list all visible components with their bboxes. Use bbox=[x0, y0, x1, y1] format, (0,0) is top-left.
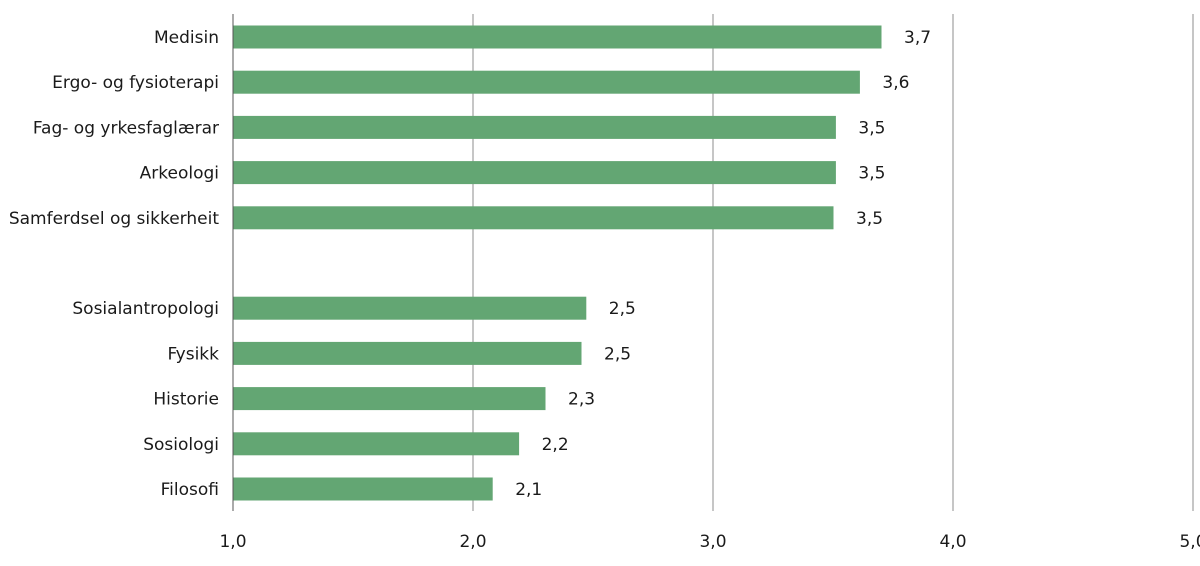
category-label: Arkeologi bbox=[140, 164, 219, 184]
category-label: Fysikk bbox=[167, 344, 219, 364]
data-label: 3,5 bbox=[856, 209, 883, 229]
bar bbox=[233, 477, 493, 501]
bar bbox=[233, 206, 834, 230]
x-tick-label: 5,0 bbox=[1179, 532, 1200, 552]
category-label: Filosofi bbox=[161, 480, 219, 500]
x-tick-label: 1,0 bbox=[219, 532, 246, 552]
bar bbox=[233, 387, 546, 411]
category-label: Ergo- og fysioterapi bbox=[52, 73, 219, 93]
bar bbox=[233, 115, 836, 139]
data-label: 3,5 bbox=[858, 118, 885, 138]
data-label: 2,1 bbox=[515, 480, 542, 500]
bar bbox=[233, 161, 836, 185]
data-label: 2,2 bbox=[542, 435, 569, 455]
bar bbox=[233, 296, 587, 320]
category-label: Sosialantropologi bbox=[72, 299, 219, 319]
data-label: 3,5 bbox=[858, 164, 885, 184]
category-label: Historie bbox=[153, 390, 219, 410]
bar bbox=[233, 432, 520, 456]
data-label: 2,3 bbox=[568, 390, 595, 410]
data-label: 2,5 bbox=[604, 344, 631, 364]
data-label: 2,5 bbox=[609, 299, 636, 319]
x-tick-label: 3,0 bbox=[699, 532, 726, 552]
x-tick-label: 4,0 bbox=[939, 532, 966, 552]
data-label: 3,6 bbox=[882, 73, 909, 93]
x-tick-label: 2,0 bbox=[459, 532, 486, 552]
bar bbox=[233, 70, 860, 94]
bar bbox=[233, 341, 582, 365]
category-label: Fag- og yrkesfaglærar bbox=[33, 118, 219, 138]
data-label: 3,7 bbox=[904, 28, 931, 48]
bar bbox=[233, 25, 882, 49]
category-label: Medisin bbox=[154, 28, 219, 48]
category-label: Sosiologi bbox=[143, 435, 219, 455]
category-label: Samferdsel og sikkerheit bbox=[9, 209, 220, 229]
